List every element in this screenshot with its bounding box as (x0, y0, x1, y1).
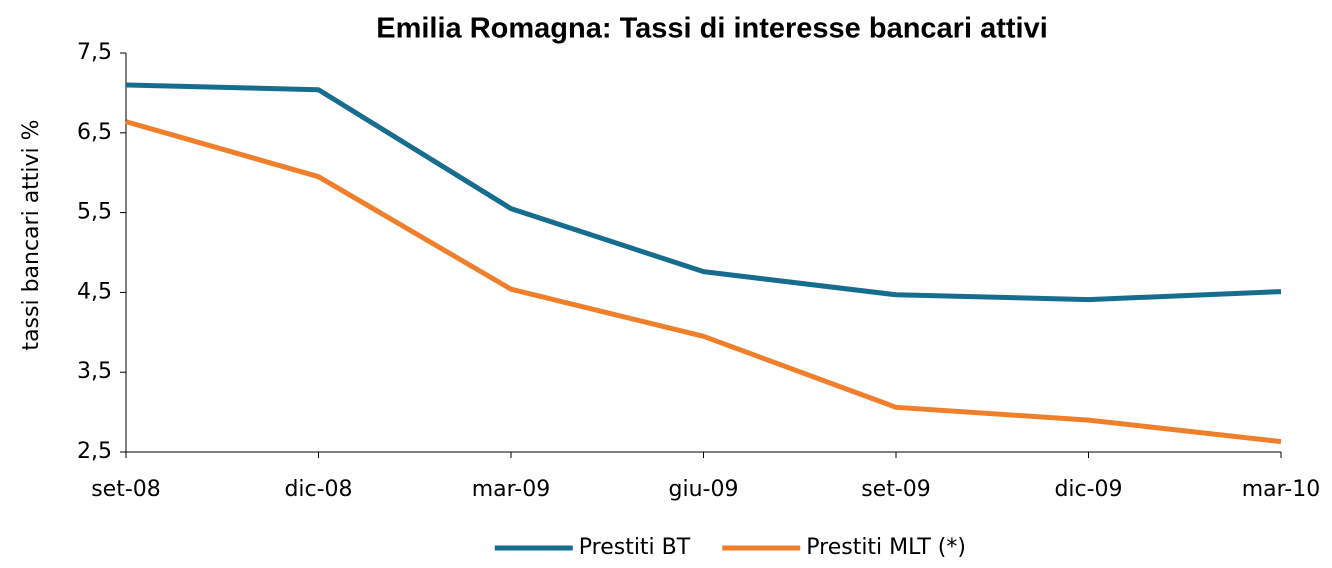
series-line (125, 119, 1282, 445)
chart-title: Emilia Romagna: Tassi di interesse banca… (376, 13, 1048, 45)
x-tick-label: giu-09 (669, 477, 739, 502)
x-tick-label: set-08 (91, 477, 161, 502)
y-tick-label: 7,5 (77, 40, 112, 65)
x-tick-label: mar-10 (1242, 477, 1320, 502)
series-line (125, 82, 1282, 303)
x-tick-label: mar-09 (472, 477, 550, 502)
y-tick-label: 3,5 (77, 359, 112, 384)
y-axis-title: tassi bancari attivi % (19, 119, 44, 350)
x-tick-label: set-09 (861, 477, 931, 502)
y-tick-label: 5,5 (77, 200, 112, 225)
y-tick-label: 2,5 (77, 439, 112, 464)
y-tick-label: 4,5 (77, 279, 112, 304)
x-tick-label: dic-09 (1054, 477, 1122, 502)
legend-label: Prestiti BT (579, 535, 691, 560)
legend-label: Prestiti MLT (*) (806, 535, 966, 560)
y-tick-label: 6,5 (77, 120, 112, 145)
x-tick-label: dic-08 (284, 477, 352, 502)
